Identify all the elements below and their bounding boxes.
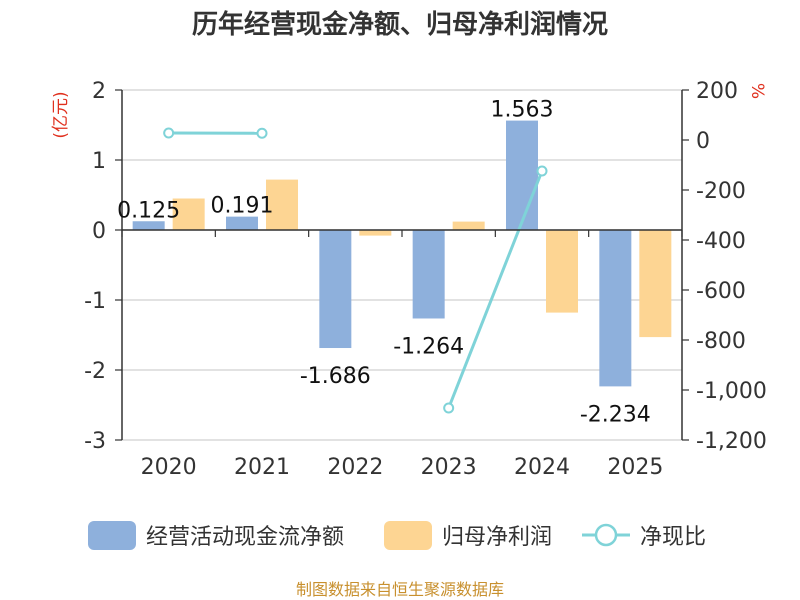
cashflow-data-label: 0.191 [211,194,274,219]
ratio-point [443,402,455,414]
right-tick-label: -1,200 [696,429,767,454]
right-tick-label: 0 [696,129,710,154]
legend-label-net-profit: 归母净利润 [442,525,552,550]
net-profit-bar [639,230,672,338]
left-axis-unit: (亿元) [51,91,71,138]
right-tick-label: 200 [696,79,738,104]
cashflow-bar [132,221,165,230]
legend-label-cashflow: 经营活动现金流净额 [146,525,344,550]
right-tick-label: -200 [696,179,746,204]
right-tick-label: -600 [696,279,746,304]
cashflow-data-label: -2.234 [580,402,651,427]
cashflow-data-label: -1.264 [393,334,464,359]
left-tick-label: -2 [84,359,106,384]
net-profit-bar [266,179,298,230]
right-tick-label: -400 [696,229,746,254]
x-tick-label: 2020 [141,455,197,480]
right-tick-label: -1,000 [696,379,767,404]
left-tick-label: 0 [92,219,106,244]
legend-marker-ratio [594,523,618,547]
legend: 经营活动现金流净额 归母净利润 净现比 [88,521,706,550]
right-tick-label: -800 [696,329,746,354]
legend-swatch-cashflow [88,521,136,550]
net-profit-bar [546,230,578,313]
cashflow-data-label: -1.686 [300,364,371,389]
x-tick-label: 2022 [327,455,383,480]
left-tick-label: 1 [92,149,106,174]
legend-label-ratio: 净现比 [640,525,706,550]
cashflow-data-label: 0.125 [117,198,180,223]
ratio-line [163,127,548,414]
x-tick-label: 2021 [234,455,290,480]
cashflow-bar [319,230,352,349]
cashflow-bar [599,230,632,387]
cashflow-bar [226,216,258,230]
chart-title: 历年经营现金净额、归母净利润情况 [192,9,608,40]
x-tick-label: 2025 [607,455,663,480]
axes: 2020 2021 2022 2023 2024 2025 2 1 0 -1 -2 -3 200 0 -20… [84,79,767,480]
ratio-line-segment [447,170,544,409]
net-profit-bar [452,221,485,230]
legend-swatch-net-profit [384,521,432,550]
x-tick-label: 2023 [421,455,477,480]
left-tick-label: -1 [84,289,106,314]
cashflow-bar [412,230,445,319]
ratio-point [256,127,268,139]
gridlines [122,89,682,441]
net-profit-bar [359,230,392,236]
net-profit-bar [172,198,205,230]
left-tick-label: 2 [92,79,106,104]
cashflow-data-label: 1.563 [491,98,554,123]
source-note: 制图数据来自恒生聚源数据库 [296,580,504,599]
right-axis-unit: % [747,83,767,99]
left-tick-label: -3 [84,429,106,454]
data-labels: 0.125 0.191 -1.686 -1.264 1.563 -2.234 [117,98,651,428]
ratio-point [536,165,548,177]
cashflow-bar [506,120,538,230]
bars [132,120,672,387]
ratio-point [163,127,175,139]
x-tick-label: 2024 [514,455,570,480]
